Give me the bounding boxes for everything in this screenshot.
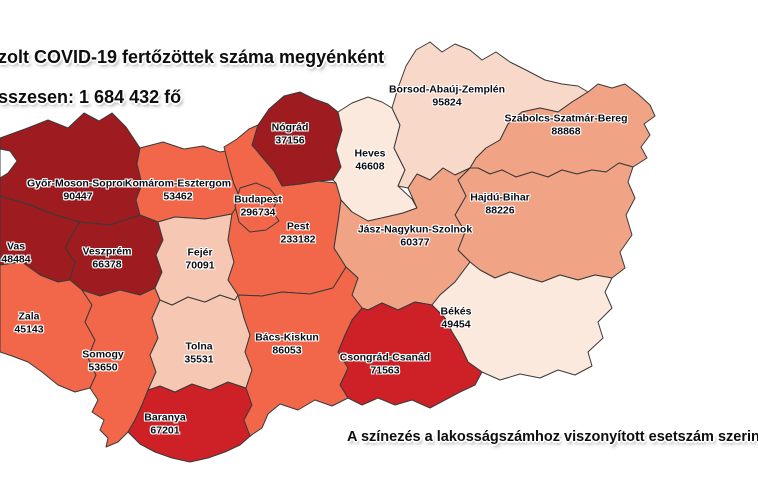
county-shape-baranya <box>127 381 261 463</box>
county-shape-hajdu <box>454 162 636 283</box>
county-shape-fejer <box>154 213 239 306</box>
border-notch <box>0 148 18 179</box>
county-shape-veszprem <box>64 214 164 297</box>
county-shape-bacs <box>237 266 363 437</box>
county-shape-budapest <box>234 182 280 233</box>
county-shape-tolna <box>147 294 253 393</box>
page-title: zolt COVID-19 fertőzöttek száma megyénké… <box>0 47 385 67</box>
color-scale-footnote: A színezés a lakosságszámhoz viszonyítot… <box>347 429 758 445</box>
total-cases-line: sszesen: 1 684 432 fő <box>0 87 182 107</box>
